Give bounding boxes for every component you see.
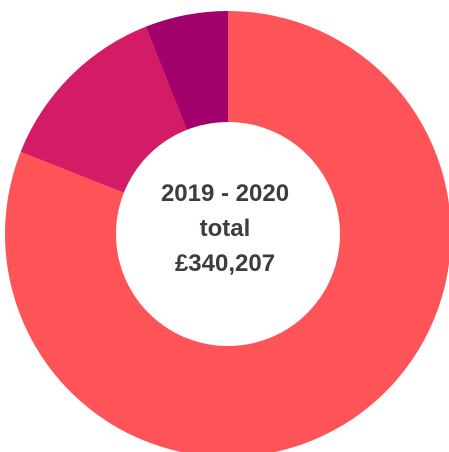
center-label-total: £340,207 bbox=[174, 250, 276, 277]
donut-slice-3 bbox=[145, 11, 228, 130]
donut-slice-2 bbox=[20, 26, 187, 193]
center-label-caption: total bbox=[199, 215, 251, 242]
center-label-period: 2019 - 2020 bbox=[160, 180, 290, 207]
donut-slice-1 bbox=[5, 11, 449, 452]
center-label: 2019 - 2020 total £340,207 bbox=[100, 176, 350, 281]
